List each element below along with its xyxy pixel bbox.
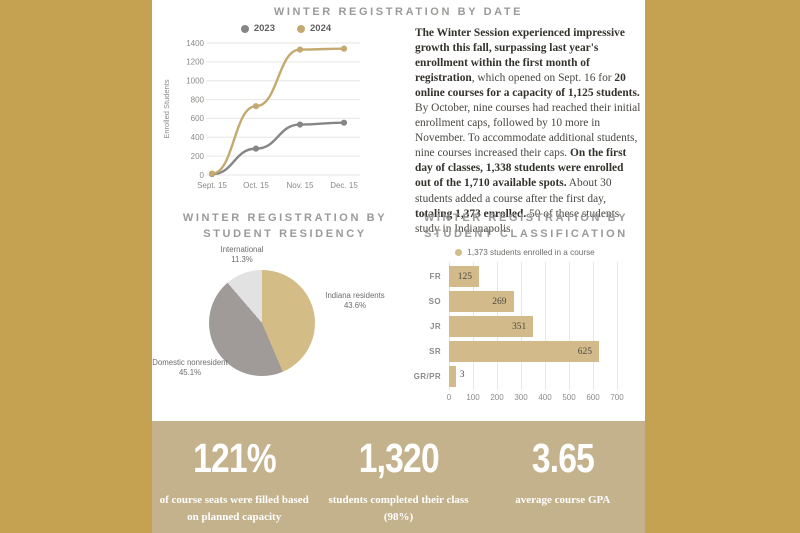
stat-caption: students completed their class (98%) bbox=[328, 494, 469, 523]
y-axis-tick: 0 bbox=[200, 171, 205, 180]
x-axis-tick: Sept. 15 bbox=[197, 181, 227, 190]
pie-slice-percent: 11.3% bbox=[231, 254, 253, 264]
category-label: SO bbox=[428, 297, 441, 306]
pie-slice-label: Indiana residents bbox=[325, 291, 385, 300]
data-point-2024 bbox=[296, 46, 304, 53]
x-axis-tick: 700 bbox=[610, 393, 624, 402]
bar-value-label: 269 bbox=[492, 296, 507, 307]
residency-pie-chart bbox=[209, 270, 315, 376]
summary-text-bold: The Winter Session experienced impressiv… bbox=[415, 27, 625, 85]
pie-slice-percent: 45.1% bbox=[178, 367, 202, 377]
stat-block-3: 3.65 average course GPA bbox=[481, 421, 645, 533]
data-point-2023 bbox=[296, 121, 304, 128]
data-point-2024 bbox=[208, 170, 216, 177]
summary-text-bold: totaling 1,373 enrolled. bbox=[415, 207, 527, 220]
x-axis-tick: 500 bbox=[562, 393, 576, 402]
pie-slice-label: International bbox=[220, 245, 264, 254]
enrollment-line-chart: 0 200 400 600 800 1000 1200 1400 Sept. 15 Oct. 15… bbox=[162, 39, 360, 190]
bar-gr-pr bbox=[449, 366, 456, 387]
stat-block-2: 1,320 students completed their class (98%… bbox=[316, 421, 480, 533]
legend-item-2023: 2023 bbox=[240, 23, 275, 34]
category-label: JR bbox=[429, 322, 441, 331]
classification-bar-chart: 0 100 200 300 400 500 600 700 FR 125 SO 269 JR 351 SR 6… bbox=[414, 262, 624, 402]
bar-value-label: 625 bbox=[577, 346, 592, 357]
pie-label-indiana-residents: Indiana residents 43.6% bbox=[303, 291, 407, 310]
x-axis-tick: Nov. 15 bbox=[287, 181, 315, 190]
y-axis-tick: 800 bbox=[191, 95, 205, 104]
bar-fr: 125 bbox=[449, 266, 479, 287]
x-axis-tick: 0 bbox=[446, 393, 452, 402]
category-label: SR bbox=[429, 347, 441, 356]
category-label: GR/PR bbox=[413, 372, 441, 381]
series-line-2023 bbox=[211, 121, 345, 176]
pie-slice-percent: 43.6% bbox=[343, 300, 367, 310]
x-axis-tick: Dec. 15 bbox=[330, 181, 358, 190]
y-axis-tick: 1400 bbox=[186, 39, 204, 48]
summary-text-bold: 20 online courses for a capacity of 1,12… bbox=[415, 72, 640, 100]
stat-block-1: 121% of course seats were filled based on… bbox=[152, 421, 316, 533]
y-axis-tick: 600 bbox=[191, 114, 205, 123]
bar-row: GR/PR 3 bbox=[414, 366, 617, 387]
bar-sr: 625 bbox=[449, 341, 599, 362]
bar-legend-label: 1,373 students enrolled in a course bbox=[467, 248, 595, 257]
stat-value: 121% bbox=[192, 435, 277, 481]
x-axis-tick: 600 bbox=[586, 393, 600, 402]
y-axis-tick: 1000 bbox=[186, 77, 204, 86]
data-point-2024 bbox=[252, 103, 260, 110]
pie-label-domestic-nonresident: Domestic nonresident 45.1% bbox=[135, 358, 245, 377]
bar-so: 269 bbox=[449, 291, 514, 312]
pie-label-international: International 11.3% bbox=[192, 245, 292, 264]
bar-row: SR 625 bbox=[429, 341, 617, 362]
legend-item-2024: 2024 bbox=[297, 23, 331, 34]
stat-value: 3.65 bbox=[531, 435, 595, 481]
legend-dot-icon bbox=[240, 24, 249, 33]
bar-value-label: 125 bbox=[457, 271, 472, 282]
bar-chart-legend: 1,373 students enrolled in a course bbox=[405, 248, 645, 257]
x-axis-tick: 400 bbox=[538, 393, 552, 402]
bar-row: JR 351 bbox=[430, 316, 617, 337]
pie-chart-title: WINTER REGISTRATION BY STUDENT RESIDENCY bbox=[182, 212, 388, 240]
data-point-2024 bbox=[340, 45, 348, 52]
legend-label: 2023 bbox=[253, 23, 275, 34]
bar-jr: 351 bbox=[449, 316, 534, 337]
summary-text-bold: On the first day of classes, 1,338 stude… bbox=[415, 147, 627, 190]
x-axis-tick: 100 bbox=[466, 393, 480, 402]
legend-dot-icon bbox=[297, 24, 305, 33]
bar-row: FR 125 bbox=[430, 266, 617, 287]
summary-paragraph: The Winter Session experienced impressiv… bbox=[415, 26, 641, 237]
series-line-2024 bbox=[211, 47, 345, 175]
stats-band: 121% of course seats were filled based on… bbox=[152, 421, 645, 533]
summary-text: About 30 students added a course after t… bbox=[415, 177, 612, 205]
data-point-2023 bbox=[252, 145, 260, 152]
line-chart-title: WINTER REGISTRATION BY DATE bbox=[273, 6, 524, 18]
y-axis-tick: 200 bbox=[191, 152, 205, 161]
legend-label: 2024 bbox=[310, 23, 332, 34]
legend-dot-icon bbox=[455, 249, 463, 256]
x-gridline bbox=[545, 262, 546, 390]
y-axis-label: Enrolled Students bbox=[162, 79, 171, 138]
bar-value-label: 3 bbox=[459, 370, 465, 380]
y-axis-tick: 400 bbox=[191, 133, 205, 142]
x-axis-tick: Oct. 15 bbox=[243, 181, 269, 190]
bar-chart-title: WINTER REGISTRATION BY STUDENT CLASSIFIC… bbox=[423, 212, 629, 240]
line-chart-legend: 2023 2024 bbox=[160, 23, 412, 34]
bar-value-label: 351 bbox=[511, 321, 527, 332]
stat-caption: of course seats were filled based on pla… bbox=[159, 494, 309, 523]
x-gridline bbox=[593, 262, 594, 390]
bar-row: SO 269 bbox=[429, 291, 617, 312]
pie-slice-label: Domestic nonresident bbox=[152, 358, 228, 367]
stat-value: 1,320 bbox=[358, 435, 439, 481]
data-point-2023 bbox=[340, 119, 348, 126]
summary-text: , which opened on Sept. 16 for bbox=[471, 72, 615, 85]
x-axis-tick: 200 bbox=[490, 393, 504, 402]
summary-text: 50 of these students study in Indianapol… bbox=[415, 207, 620, 235]
x-gridline bbox=[569, 262, 570, 390]
x-axis-tick: 300 bbox=[514, 393, 528, 402]
y-axis-tick: 1200 bbox=[186, 58, 204, 67]
x-gridline bbox=[617, 262, 618, 390]
stat-caption: average course GPA bbox=[515, 494, 611, 506]
summary-text: By October, nine courses had reached the… bbox=[415, 102, 641, 160]
category-label: FR bbox=[429, 272, 441, 281]
